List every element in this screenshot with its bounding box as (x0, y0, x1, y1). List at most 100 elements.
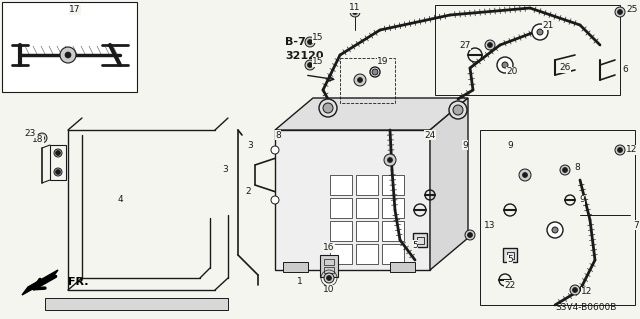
Bar (356, 244, 378, 264)
Text: 27: 27 (460, 41, 470, 49)
Circle shape (563, 167, 568, 173)
Circle shape (271, 146, 279, 154)
Text: 23: 23 (24, 129, 36, 137)
Circle shape (618, 147, 623, 152)
Text: 24: 24 (424, 130, 436, 139)
Text: 9: 9 (579, 196, 585, 204)
Circle shape (324, 273, 334, 283)
Circle shape (488, 42, 493, 48)
Circle shape (358, 78, 362, 83)
Text: 15: 15 (312, 57, 324, 66)
Circle shape (40, 136, 45, 140)
Circle shape (350, 7, 360, 17)
Circle shape (54, 168, 62, 176)
Circle shape (560, 165, 570, 175)
Circle shape (615, 145, 625, 155)
Circle shape (532, 24, 548, 40)
Circle shape (615, 7, 625, 17)
Circle shape (319, 99, 337, 117)
Text: 6: 6 (622, 65, 628, 75)
Bar (382, 198, 404, 218)
Circle shape (60, 47, 76, 63)
Circle shape (56, 169, 61, 174)
Text: 1: 1 (297, 278, 303, 286)
Polygon shape (275, 98, 468, 130)
Text: 5: 5 (412, 241, 418, 249)
Bar (2, 2, 137, 92)
Bar (340, 58, 395, 103)
Circle shape (465, 230, 475, 240)
Text: 4: 4 (117, 196, 123, 204)
Text: 21: 21 (542, 20, 554, 29)
Text: 12: 12 (627, 145, 637, 154)
Circle shape (370, 67, 380, 77)
Circle shape (522, 173, 527, 177)
Text: FR.: FR. (68, 277, 88, 287)
Circle shape (305, 37, 315, 47)
Circle shape (519, 169, 531, 181)
Text: 12: 12 (581, 287, 593, 296)
Text: 8: 8 (275, 130, 281, 139)
Circle shape (326, 276, 332, 280)
Text: 2: 2 (245, 188, 251, 197)
Bar (330, 198, 352, 218)
Bar (320, 255, 338, 277)
Text: 17: 17 (69, 5, 81, 14)
Bar (417, 237, 424, 244)
Bar (413, 233, 427, 247)
Bar (382, 221, 404, 241)
Bar (330, 221, 352, 241)
Circle shape (537, 29, 543, 35)
Text: S3V4-B0600B: S3V4-B0600B (555, 303, 616, 313)
Circle shape (552, 227, 558, 233)
Polygon shape (275, 130, 430, 270)
Bar (382, 244, 404, 264)
Bar (330, 244, 352, 264)
Circle shape (449, 101, 467, 119)
Text: 5: 5 (507, 256, 513, 264)
Text: 3: 3 (247, 140, 253, 150)
Circle shape (384, 154, 396, 166)
Polygon shape (22, 270, 58, 295)
Bar (330, 175, 352, 195)
Bar (356, 175, 378, 195)
Circle shape (353, 10, 358, 14)
Polygon shape (430, 98, 468, 270)
Circle shape (387, 158, 392, 162)
Text: 13: 13 (484, 220, 496, 229)
Circle shape (65, 52, 71, 58)
Bar (435, 5, 620, 95)
Polygon shape (45, 298, 228, 310)
Bar (324, 267, 334, 273)
Bar (507, 252, 514, 259)
Circle shape (453, 105, 463, 115)
Text: 3: 3 (222, 166, 228, 174)
Circle shape (307, 63, 312, 68)
Bar (480, 130, 635, 305)
Circle shape (570, 285, 580, 295)
Text: 25: 25 (627, 5, 637, 14)
Text: 10: 10 (323, 286, 335, 294)
Text: 16: 16 (323, 243, 335, 253)
Text: B-7: B-7 (285, 37, 306, 47)
Text: 20: 20 (506, 68, 518, 77)
Circle shape (56, 151, 61, 155)
Circle shape (305, 60, 315, 70)
Text: 18: 18 (32, 136, 44, 145)
Circle shape (497, 57, 513, 73)
Text: 15: 15 (312, 33, 324, 42)
Text: 9: 9 (462, 140, 468, 150)
Bar (390, 262, 415, 272)
Circle shape (467, 233, 472, 238)
Circle shape (307, 40, 312, 44)
Circle shape (37, 133, 47, 143)
Circle shape (271, 196, 279, 204)
Circle shape (573, 287, 577, 293)
Text: 22: 22 (504, 280, 516, 290)
Bar (283, 262, 308, 272)
Bar (356, 221, 378, 241)
Text: 32120: 32120 (285, 51, 323, 61)
Text: 8: 8 (574, 164, 580, 173)
Circle shape (354, 74, 366, 86)
Circle shape (502, 62, 508, 68)
